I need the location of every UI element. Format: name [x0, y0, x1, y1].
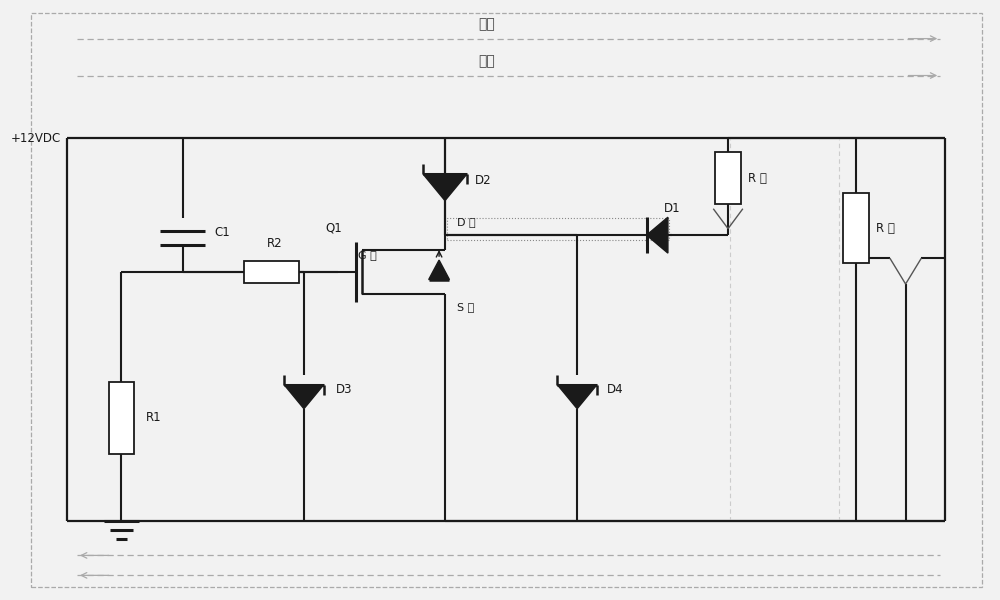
- Polygon shape: [423, 174, 467, 200]
- Polygon shape: [557, 385, 597, 409]
- Polygon shape: [284, 385, 324, 409]
- Text: R1: R1: [146, 411, 162, 424]
- Text: 保持: 保持: [478, 17, 495, 32]
- Polygon shape: [429, 260, 449, 280]
- Text: D2: D2: [475, 174, 491, 187]
- Text: +12VDC: +12VDC: [11, 132, 61, 145]
- Bar: [843, 193, 869, 263]
- Bar: [715, 152, 741, 204]
- Bar: [244, 261, 299, 283]
- Text: D 极: D 极: [457, 217, 475, 227]
- Text: D4: D4: [607, 383, 623, 396]
- Text: Q1: Q1: [325, 221, 342, 234]
- Bar: [109, 382, 134, 454]
- Text: R 启: R 启: [748, 172, 767, 185]
- Text: S 极: S 极: [457, 302, 474, 312]
- Text: 启动: 启动: [478, 55, 495, 68]
- Text: R2: R2: [266, 237, 282, 250]
- Polygon shape: [647, 217, 668, 253]
- Text: C1: C1: [214, 226, 230, 239]
- Text: R 保: R 保: [876, 221, 895, 235]
- Text: D3: D3: [336, 383, 352, 396]
- Text: D1: D1: [664, 202, 681, 215]
- Text: G 极: G 极: [358, 250, 377, 260]
